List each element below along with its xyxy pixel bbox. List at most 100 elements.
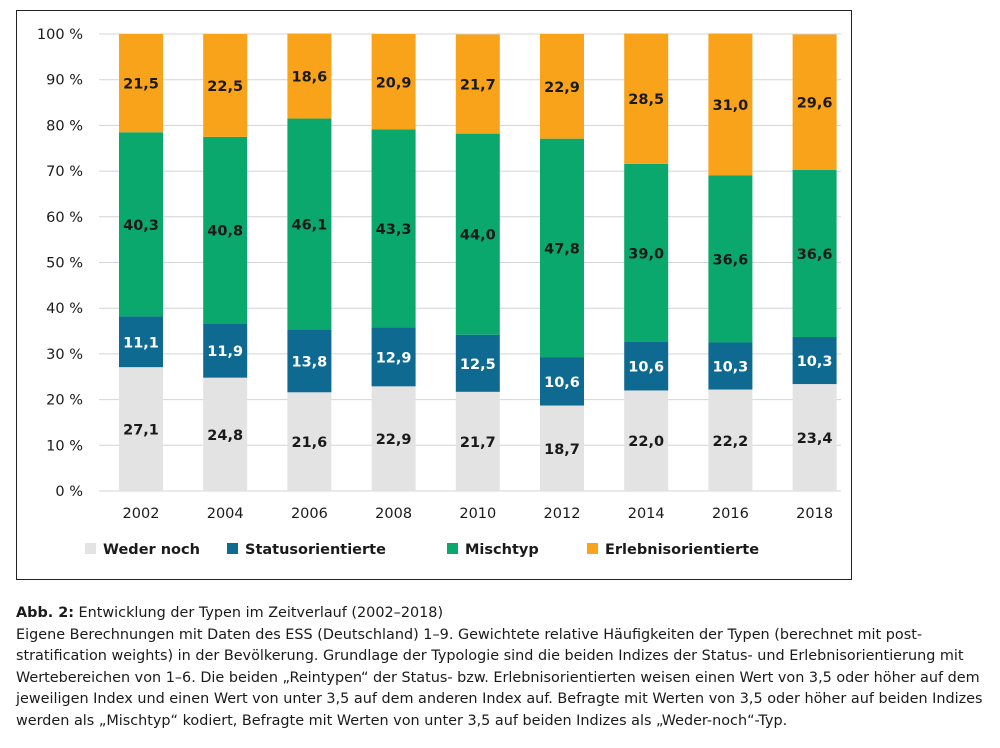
data-label: 31,0 [713, 98, 749, 114]
y-tick-label: 80 % [46, 118, 83, 134]
bar-segment [708, 342, 753, 390]
x-tick-label: 2008 [375, 506, 412, 522]
y-tick-label: 70 % [46, 164, 83, 180]
y-tick-label: 100 % [37, 27, 83, 43]
data-label: 39,0 [628, 246, 664, 262]
bar-segment [624, 342, 669, 391]
data-label: 21,5 [123, 77, 159, 93]
data-label: 10,6 [544, 375, 580, 391]
bar-segment [708, 175, 753, 343]
bar-segment [540, 405, 584, 491]
y-tick-label: 90 % [46, 73, 83, 89]
stacked-bar-chart: 0 % 10 % 20 % 30 % 40 % 50 % 60 % 70 % 80 % 90 % 1… [37, 27, 841, 558]
data-label: 22,2 [713, 434, 749, 450]
bar-segment [455, 391, 500, 491]
bar-segment [540, 357, 584, 406]
data-label: 10,3 [713, 360, 749, 376]
x-tick-label: 2006 [291, 506, 328, 522]
bar-segment [287, 329, 332, 393]
bar-segment [119, 316, 163, 368]
bar-segment [792, 169, 837, 337]
bar-segment [119, 132, 163, 317]
bar-segment [287, 33, 332, 119]
data-label: 27,1 [123, 423, 159, 439]
caption-label: Abb. 2: [16, 605, 74, 621]
x-tick-label: 2016 [712, 506, 749, 522]
bar-segment [119, 34, 163, 133]
data-label: 24,8 [207, 428, 243, 444]
data-label: 36,6 [797, 247, 833, 263]
legend-label: Erlebnisorientierte [605, 542, 759, 558]
x-tick-label: 2014 [628, 506, 665, 522]
bar-segment [455, 133, 500, 335]
data-label: 12,5 [460, 357, 496, 373]
bar-segment [792, 384, 837, 491]
bar-segment [455, 334, 500, 392]
data-label: 40,3 [123, 218, 159, 234]
y-tick-label: 60 % [46, 210, 83, 226]
bar-segment [624, 390, 669, 491]
x-tick-label: 2012 [544, 506, 581, 522]
bar-segment [203, 323, 248, 378]
data-label: 22,9 [544, 80, 580, 96]
data-label: 28,5 [628, 92, 664, 108]
bar-segment [119, 367, 163, 491]
y-tick-label: 40 % [46, 301, 83, 317]
bar-segment [203, 377, 248, 491]
y-tick-label: 10 % [46, 438, 83, 454]
data-label: 43,3 [376, 222, 412, 238]
data-label: 10,3 [797, 354, 833, 370]
data-label: 22,0 [628, 434, 664, 450]
y-tick-label: 30 % [46, 347, 83, 363]
bar-segment [203, 34, 248, 137]
legend-label: Mischtyp [465, 542, 539, 558]
bar-segment [624, 33, 669, 164]
bar-segment [792, 34, 837, 170]
legend-swatch [447, 543, 458, 554]
data-label: 47,8 [544, 241, 580, 257]
bar-segment [455, 34, 500, 134]
bar-segment [371, 386, 416, 491]
bar-segment [540, 34, 584, 139]
data-label: 40,8 [207, 224, 243, 240]
data-label: 46,1 [292, 217, 328, 233]
figure-caption: Abb. 2: Entwicklung der Typen im Zeitver… [16, 603, 996, 733]
bar-segment [540, 138, 584, 358]
bar-segment [708, 389, 753, 491]
caption-title: Entwicklung der Typen im Zeitverlauf (20… [73, 605, 444, 621]
legend-label: Weder noch [103, 542, 200, 558]
data-label: 11,9 [207, 344, 243, 360]
y-tick-label: 20 % [46, 393, 83, 409]
chart-frame: 0 % 10 % 20 % 30 % 40 % 50 % 60 % 70 % 80 % 90 % 1… [16, 10, 852, 580]
legend-swatch [587, 543, 598, 554]
data-label: 11,1 [123, 335, 159, 351]
data-label: 21,7 [460, 78, 496, 94]
data-label: 29,6 [797, 96, 833, 112]
bar-segment [624, 163, 669, 343]
data-label: 22,5 [207, 79, 243, 95]
data-label: 22,9 [376, 432, 412, 448]
data-label: 13,8 [292, 354, 328, 370]
y-tick-label: 0 % [55, 484, 83, 500]
caption-text: Eigene Berechnungen mit Daten des ESS (D… [16, 626, 983, 729]
bar-segment [203, 136, 248, 324]
data-label: 20,9 [376, 75, 412, 91]
x-tick-label: 2018 [796, 506, 833, 522]
data-label: 23,4 [797, 431, 833, 447]
bar-segment [708, 33, 753, 176]
x-tick-label: 2004 [207, 506, 244, 522]
data-label: 18,7 [544, 442, 580, 458]
x-tick-label: 2010 [459, 506, 496, 522]
data-label: 36,6 [713, 252, 749, 268]
bar-segment [371, 129, 416, 328]
y-tick-label: 50 % [46, 256, 83, 272]
data-label: 44,0 [460, 228, 496, 244]
data-label: 21,6 [292, 435, 328, 451]
bar-segment [371, 327, 416, 387]
x-tick-label: 2002 [123, 506, 160, 522]
legend-swatch [85, 543, 96, 554]
legend-label: Statusorientierte [245, 542, 386, 558]
data-label: 10,6 [628, 360, 664, 376]
legend-swatch [227, 543, 238, 554]
bar-segment [792, 336, 837, 385]
